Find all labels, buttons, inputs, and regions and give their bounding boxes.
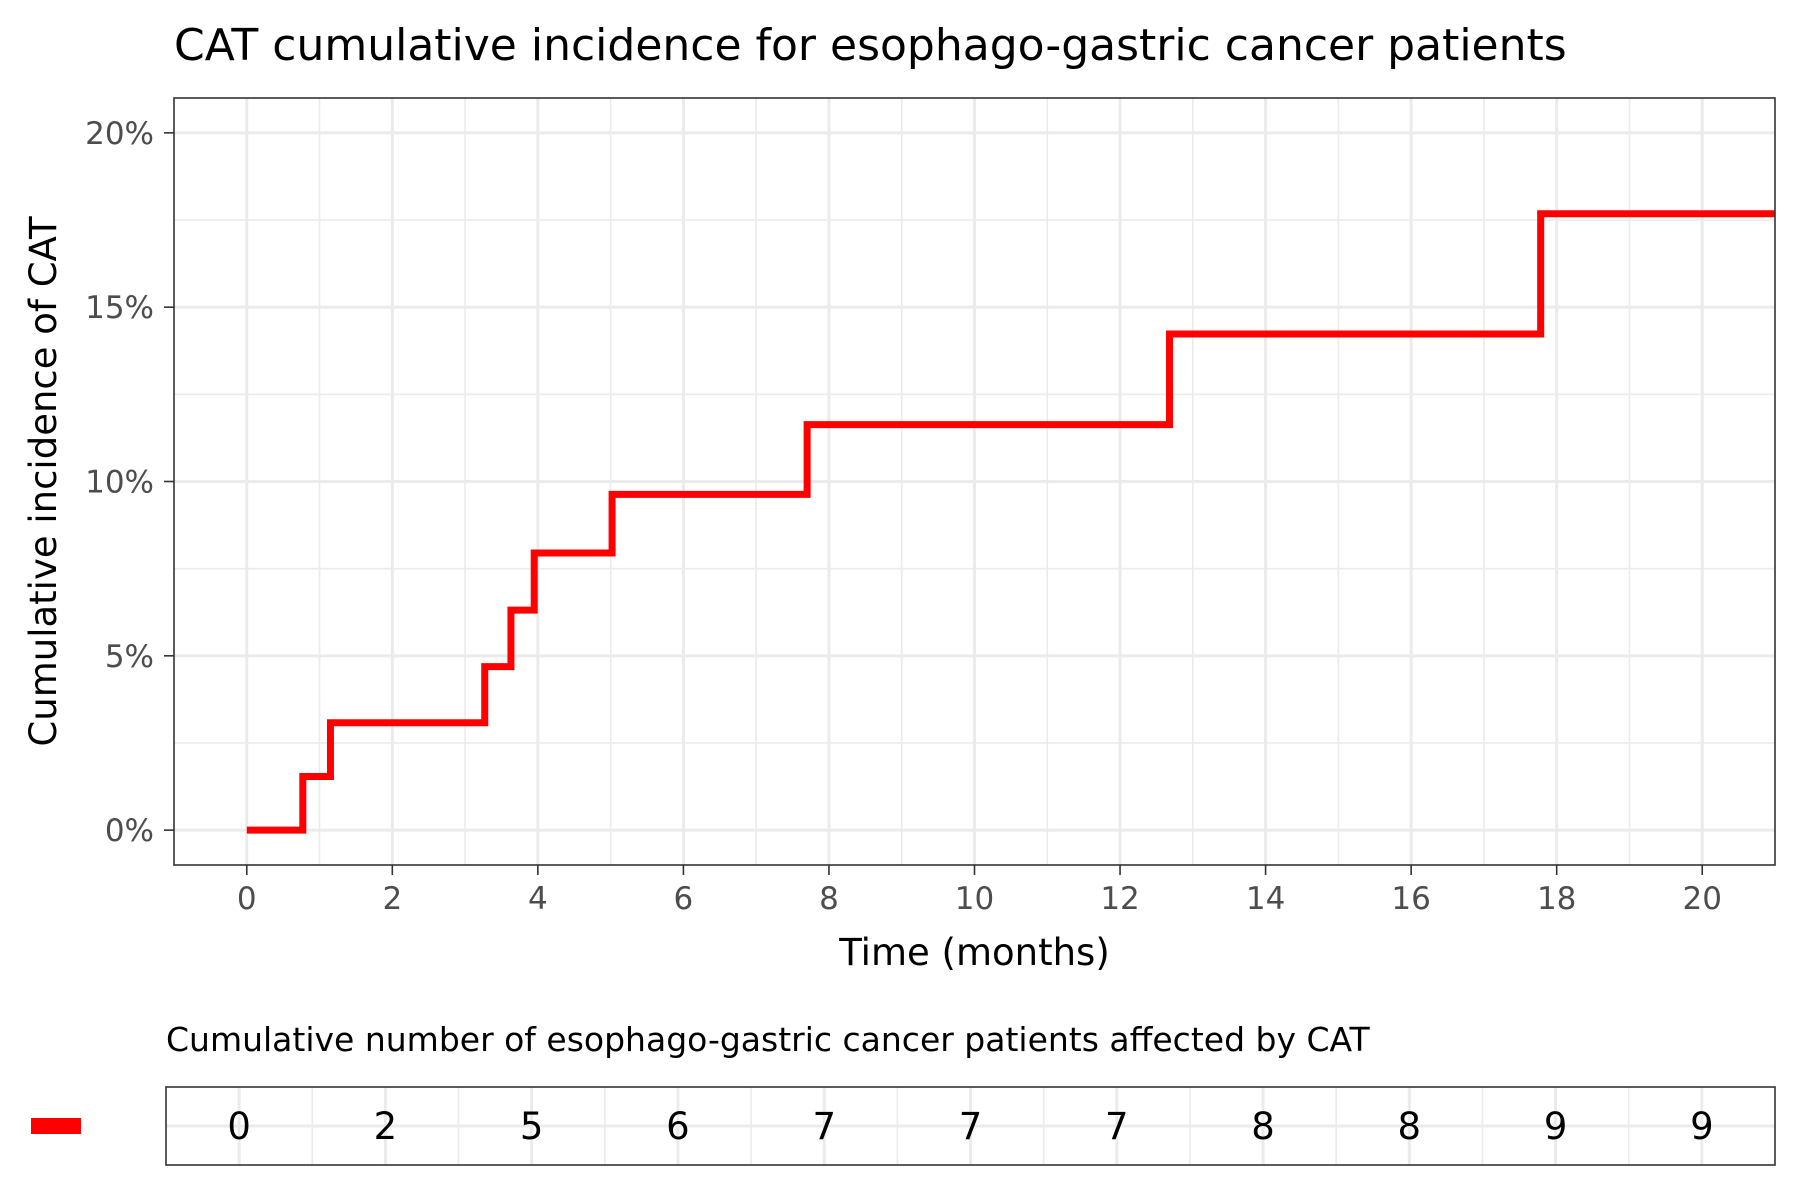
risk-table-value: 2 [374,1105,398,1148]
risk-table-title: Cumulative number of esophago-gastric ca… [166,1020,1371,1059]
y-tick-label: 15% [85,290,154,326]
risk-table-strata-swatch [31,1118,81,1134]
y-tick-label: 5% [105,639,154,675]
risk-table: 0 2 5 6 7 7 7 8 8 9 9 [31,1086,1776,1166]
x-tick-label: 12 [1100,881,1139,917]
axes-layer: 0 2 4 6 8 10 12 14 16 18 20 0% 5% 10% 15% 20% [85,116,1722,917]
risk-table-value: 8 [1251,1105,1275,1148]
risk-table-value: 7 [959,1105,983,1148]
risk-table-value: 8 [1398,1105,1422,1148]
y-tick-label: 0% [105,813,154,849]
risk-table-value: 0 [227,1105,251,1148]
x-tick-label: 4 [528,881,548,917]
grid-layer [174,98,1775,865]
risk-table-value: 9 [1690,1105,1714,1148]
y-tick-label: 20% [85,116,154,152]
risk-table-value: 7 [812,1105,836,1148]
risk-table-value: 6 [666,1105,690,1148]
x-tick-label: 0 [237,881,257,917]
x-tick-label: 20 [1683,881,1722,917]
x-tick-label: 8 [819,881,839,917]
risk-table-value: 9 [1544,1105,1568,1148]
risk-table-value: 7 [1105,1105,1129,1148]
risk-table-value: 5 [520,1105,544,1148]
incidence-step-line [246,210,1775,834]
x-tick-label: 18 [1537,881,1576,917]
x-tick-label: 14 [1246,881,1285,917]
chart-title: CAT cumulative incidence for esophago-ga… [174,20,1567,71]
x-tick-label: 2 [382,881,402,917]
x-tick-label: 10 [955,881,994,917]
x-tick-label: 6 [674,881,694,917]
series-layer [246,210,1775,834]
y-axis-label: Cumulative incidence of CAT [22,216,65,747]
x-axis-label: Time (months) [838,931,1110,974]
y-tick-label: 10% [85,465,154,501]
x-tick-label: 16 [1391,881,1430,917]
risk-table-border [165,1086,1776,1166]
